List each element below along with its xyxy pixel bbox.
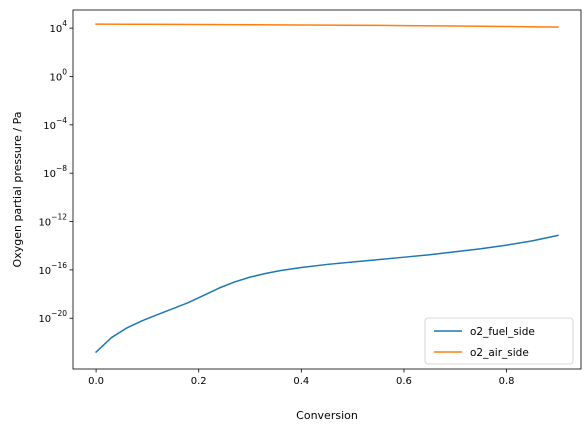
x-tick-label: 0.4 [293, 376, 309, 387]
plot-area [73, 10, 581, 369]
plot-frame [72, 9, 582, 370]
x-tick-label: 0.6 [396, 376, 412, 387]
y-axis-title: Oxygen partial pressure / Pa [11, 112, 24, 268]
x-axis-ticks: 0.0 0.2 0.4 0.6 0.8 [88, 369, 515, 387]
y-tick-label: 10−4 [43, 116, 67, 132]
series-layer [95, 23, 559, 354]
y-tick-label: 10−16 [38, 261, 67, 277]
y-tick-label: 100 [49, 67, 67, 83]
series-line-o2-fuel-side [95, 234, 559, 354]
y-tick-label: 10−20 [38, 309, 67, 325]
x-tick-label: 0.0 [88, 376, 104, 387]
y-tick-label: 10−12 [38, 213, 67, 229]
legend-label-o2-air-side: o2_air_side [470, 347, 529, 359]
y-tick-label: 10−8 [43, 164, 67, 180]
series-line-o2-air-side [95, 23, 559, 28]
y-tick-label: 104 [49, 19, 67, 35]
legend: o2_fuel_side o2_air_side [424, 317, 574, 365]
x-axis-title: Conversion [296, 409, 358, 422]
legend-label-o2-fuel-side: o2_fuel_side [470, 326, 535, 338]
x-tick-label: 0.2 [191, 376, 207, 387]
x-tick-label: 0.8 [499, 376, 515, 387]
y-axis-ticks: 104 100 10−4 10−8 10−12 10−16 10−20 [38, 19, 73, 325]
